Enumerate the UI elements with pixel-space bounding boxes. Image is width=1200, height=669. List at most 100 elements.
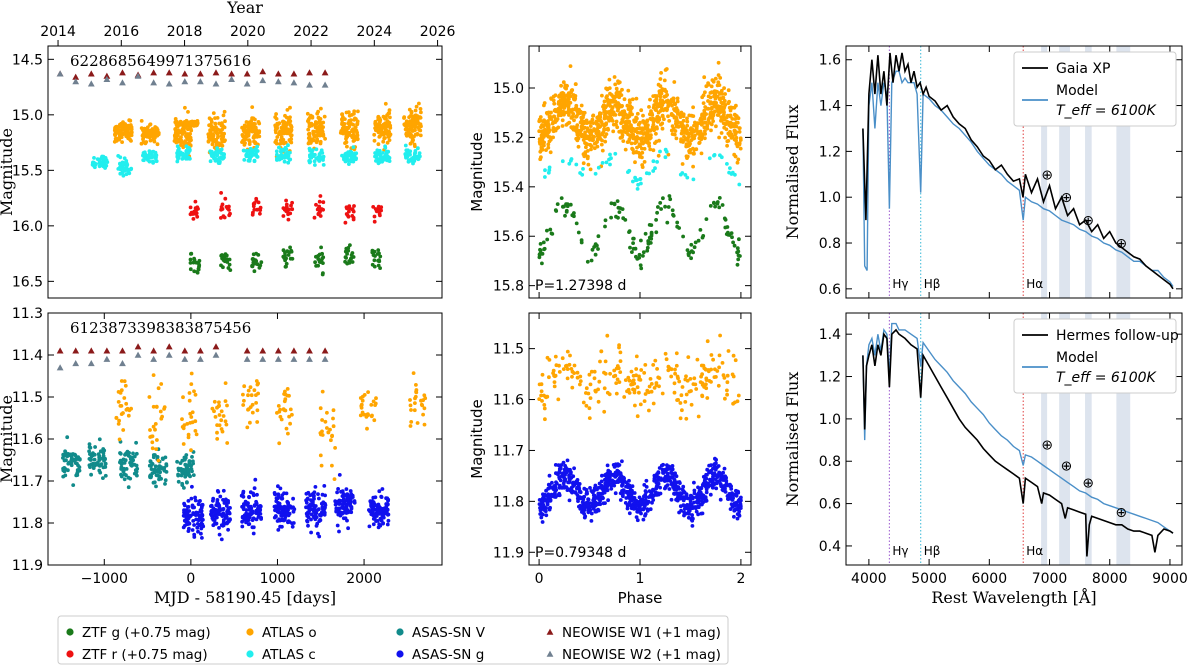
series-point-ztf_g [550, 232, 555, 236]
series-point-ztf_g [220, 253, 224, 257]
series-point-atlas_o [560, 356, 565, 361]
series-point-atlas_o [552, 114, 556, 119]
series-point-atlas_o [587, 372, 592, 377]
series-point-atlas_o [246, 388, 251, 393]
series-point-atlas_o [626, 139, 631, 144]
series-point-asassn_g [384, 504, 389, 508]
series-point-atlas_o [568, 100, 573, 105]
series-point-asassn_g [196, 518, 201, 523]
series-point-atlas_o [318, 431, 323, 435]
series-point-neowise_w2 [197, 355, 204, 362]
series-point-atlas_o [700, 372, 704, 377]
series-point-ztf_g [284, 261, 289, 266]
series-point-atlas_o [214, 125, 218, 130]
series-point-atlas_o [287, 118, 292, 123]
series-point-atlas_o [225, 403, 229, 408]
series-point-atlas_o [412, 134, 416, 139]
series-point-atlas_o [381, 139, 386, 144]
series-point-asassn_g [321, 500, 326, 505]
series-point-atlas_o [217, 403, 222, 408]
series-point-atlas_o [570, 374, 574, 379]
series-point-asassn_g [385, 522, 390, 527]
series-point-asassn_v [97, 458, 102, 462]
series-point-asassn_g [280, 524, 284, 529]
series-point-atlas_o [215, 437, 220, 441]
series-point-atlas_o [733, 358, 738, 363]
series-point-atlas_o [552, 384, 557, 389]
series-point-asassn_v [190, 455, 194, 459]
series-point-ztf_g [603, 218, 608, 223]
series-point-atlas_o [648, 377, 653, 381]
series-point-atlas_o [696, 414, 701, 419]
series-point-ztf_g [639, 266, 644, 271]
series-point-atlas_o [635, 414, 640, 419]
series-point-ztf_r [256, 200, 261, 205]
x-tick-label: 1000 [260, 571, 296, 587]
series-point-asassn_v [185, 463, 190, 468]
series-point-atlas_o [689, 402, 694, 407]
series-point-neowise_w1 [321, 347, 329, 354]
series-point-atlas_o [642, 146, 647, 151]
series-point-asassn_g [280, 518, 284, 523]
series-point-asassn_v [63, 473, 68, 478]
series-point-atlas_o [326, 430, 331, 435]
series-point-atlas_o [411, 371, 416, 375]
series-point-asassn_v [97, 464, 102, 468]
series-point-atlas_o [702, 385, 707, 389]
series-point-atlas_o [217, 121, 222, 126]
series-point-neowise_w2 [134, 72, 142, 79]
series-point-atlas_o [663, 351, 668, 356]
series-point-atlas_o [252, 388, 257, 393]
series-point-atlas_o [305, 111, 310, 116]
series-point-atlas_o [224, 422, 229, 427]
series-point-atlas_o [570, 88, 575, 92]
series-point-ztf_g [596, 234, 601, 239]
series-point-atlas_c [729, 172, 734, 176]
series-point-atlas_o [654, 131, 658, 136]
series-point-atlas_c [118, 155, 123, 160]
series-point-atlas_c [210, 154, 215, 159]
y-axis-label: Magnitude [468, 399, 486, 478]
series-point-atlas_o [658, 94, 663, 99]
series-point-atlas_c [607, 157, 611, 162]
series-point-asassn_g [341, 502, 345, 507]
series-point-atlas_o [186, 137, 191, 142]
series-point-atlas_c [658, 149, 662, 154]
series-point-atlas_c [122, 166, 126, 171]
series-point-asassn_g [276, 494, 281, 499]
series-point-asassn_v [187, 459, 192, 464]
series-point-ztf_g [717, 205, 722, 210]
series-point-atlas_o [624, 119, 629, 124]
y-tick-label: 11.9 [12, 558, 43, 574]
series-point-asassn_g [286, 519, 291, 524]
series-point-ztf_g [737, 237, 741, 242]
series-point-atlas_o [621, 139, 626, 144]
series-point-asassn_v [135, 473, 139, 478]
series-point-atlas_o [666, 152, 671, 157]
series-point-ztf_g [595, 243, 599, 248]
series-point-atlas_o [562, 106, 567, 110]
series-point-atlas_o [158, 409, 163, 414]
series-point-ztf_g [222, 256, 227, 260]
series-point-ztf_g [288, 256, 293, 261]
series-point-atlas_c [219, 155, 224, 160]
series-atlas_c [543, 147, 742, 191]
series-point-ztf_g [548, 227, 553, 232]
series-point-atlas_o [707, 116, 711, 121]
series-point-atlas_o [118, 404, 123, 408]
series-point-atlas_o [214, 131, 219, 135]
series-point-atlas_o [283, 408, 288, 413]
series-point-atlas_o [129, 406, 134, 411]
series-point-atlas_c [626, 170, 630, 175]
series-point-atlas_c [218, 150, 223, 155]
series-point-atlas_o [648, 112, 652, 117]
series-point-asassn_v [134, 463, 139, 468]
series-point-atlas_o [660, 391, 665, 396]
series-point-atlas_o [651, 105, 656, 110]
series-point-atlas_o [711, 110, 716, 115]
series-point-atlas_o [355, 119, 360, 124]
series-point-atlas_o [648, 97, 652, 102]
series-point-atlas_o [672, 390, 677, 395]
series-point-atlas_c [121, 173, 126, 178]
series-point-atlas_o [607, 77, 612, 82]
